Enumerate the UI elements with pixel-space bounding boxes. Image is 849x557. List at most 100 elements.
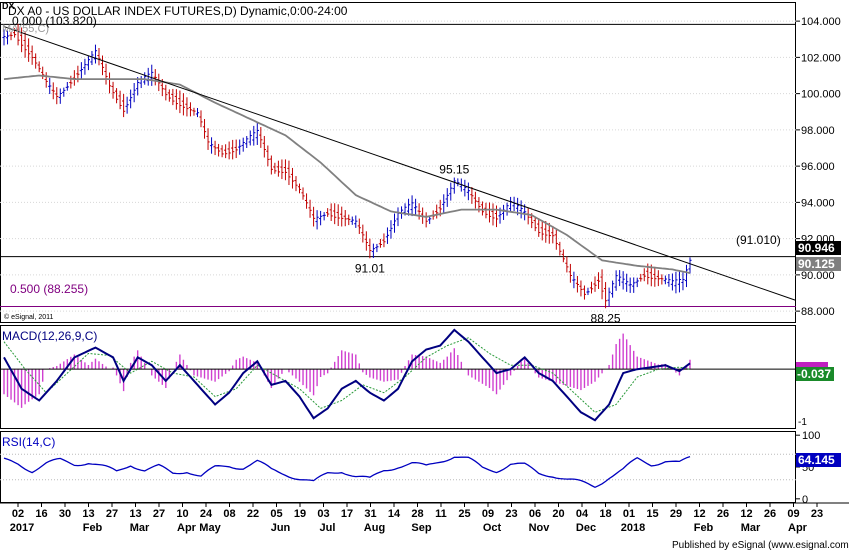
x-month-label: Apr	[177, 522, 197, 534]
x-day-label: 31	[364, 508, 376, 520]
price-gridlines	[0, 20, 796, 312]
price-candle	[414, 198, 418, 216]
price-candle	[684, 264, 689, 288]
price-candle	[435, 204, 439, 219]
x-day-label: 26	[764, 508, 776, 520]
x-day-label: 23	[505, 508, 517, 520]
price-candle	[385, 227, 390, 244]
price-tick-label: 104.000	[801, 16, 841, 28]
price-candle	[639, 273, 643, 282]
price-candle	[188, 102, 193, 117]
price-candle	[582, 285, 587, 300]
price-badge: 90.946	[798, 241, 835, 255]
x-month-label: 2018	[621, 522, 645, 534]
price-candle	[491, 203, 495, 226]
price-candle	[618, 270, 622, 287]
price-candle	[364, 231, 368, 251]
x-month-label: May	[199, 522, 221, 534]
price-candle	[104, 63, 108, 85]
price-annotations: 95.15 91.01 88.25	[355, 163, 621, 326]
macd-label: MACD(12,26,9,C)	[2, 329, 97, 343]
x-day-label: 15	[646, 508, 658, 520]
price-candle	[259, 127, 263, 148]
price-candle	[181, 93, 186, 116]
rsi-line	[3, 455, 691, 489]
price-candle	[280, 159, 284, 180]
x-day-label: 28	[411, 508, 423, 520]
price-candle	[86, 55, 91, 71]
price-candle	[614, 270, 618, 291]
price-candle	[336, 204, 340, 226]
price-candle	[16, 23, 20, 46]
price-candle	[245, 136, 249, 148]
price-candle	[44, 72, 48, 88]
price-candle	[442, 194, 446, 213]
price-candle	[554, 229, 558, 250]
fib-50-label: 0.500 (88.255)	[10, 282, 88, 296]
x-day-label: 22	[247, 508, 259, 520]
x-day-label: 12	[740, 508, 752, 520]
x-day-label: 27	[153, 508, 165, 520]
x-day-label: 27	[106, 508, 118, 520]
price-candle	[195, 108, 200, 118]
price-candle	[55, 87, 59, 105]
price-candle	[311, 206, 316, 227]
price-candle	[224, 144, 228, 159]
price-candle	[283, 159, 288, 181]
price-candle	[579, 280, 583, 297]
x-month-label: Apr	[788, 522, 808, 534]
price-candle	[392, 213, 397, 233]
price-candle	[329, 203, 333, 222]
price-candle	[65, 81, 69, 91]
price-candle	[389, 220, 393, 239]
x-day-label: 05	[270, 508, 282, 520]
x-day-label: 09	[482, 508, 494, 520]
x-day-label: 26	[717, 508, 729, 520]
macd-badge-bg	[796, 367, 834, 381]
price-candle	[227, 141, 231, 160]
x-day-label: 01	[623, 508, 635, 520]
x-month-label: 2017	[10, 522, 34, 534]
x-day-label: 30	[59, 508, 71, 520]
rsi-tick-label: 100	[802, 430, 820, 442]
price-candle	[167, 89, 171, 102]
price-candle	[301, 187, 305, 200]
x-month-label: Mar	[741, 522, 761, 534]
x-month-label: Jun	[271, 522, 291, 534]
price-candle	[463, 179, 467, 197]
price-candle	[132, 82, 136, 103]
price-candle	[473, 191, 478, 209]
price-candle	[100, 55, 105, 76]
price-candle	[551, 225, 555, 244]
price-candle	[547, 222, 551, 244]
price-candle	[326, 208, 330, 217]
x-day-label: 29	[670, 508, 682, 520]
price-badge-bg	[796, 241, 841, 255]
x-day-label: 17	[341, 508, 353, 520]
price-candle	[568, 263, 572, 283]
chart-title: DX A0 - US DOLLAR INDEX FUTURES,D) Dynam…	[8, 4, 348, 18]
price-candle	[62, 87, 66, 97]
price-candle	[122, 93, 126, 118]
price-candle	[79, 62, 83, 79]
trendline	[3, 26, 796, 301]
price-candle	[625, 273, 629, 292]
price-candle	[34, 53, 38, 69]
price-candle	[621, 271, 625, 290]
price-candle	[565, 256, 569, 273]
macd-lines	[3, 328, 691, 422]
price-candle	[37, 61, 41, 73]
ma-badge: 90.125	[798, 257, 835, 271]
ma-label: MA(55,C)	[2, 23, 49, 35]
x-month-label: Mar	[130, 522, 150, 534]
price-candle	[470, 186, 474, 204]
price-tick-label: 96.000	[801, 161, 835, 173]
price-candle	[238, 139, 242, 155]
price-candle	[199, 110, 203, 128]
price-tick-label: 102.000	[801, 52, 841, 64]
price-candle	[417, 203, 421, 220]
price-candle	[586, 287, 590, 296]
price-candle	[185, 97, 189, 117]
price-annotation: 95.15	[439, 163, 469, 177]
price-candle	[540, 220, 544, 241]
